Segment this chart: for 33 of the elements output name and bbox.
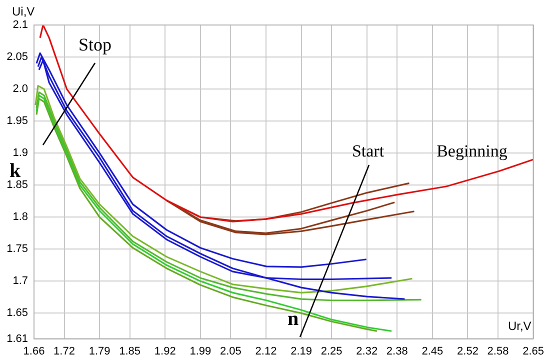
x-tick-label: 2.12	[255, 345, 277, 358]
x-tick-label: 2.05	[220, 345, 242, 358]
annotation: n	[287, 308, 299, 330]
y-tick-label: 2.05	[6, 51, 28, 64]
x-tick-label: 1.66	[23, 345, 45, 358]
y-tick-label: 1.65	[6, 307, 28, 320]
x-tick-label: 2.65	[522, 345, 544, 358]
x-tick-label: 2.58	[487, 345, 509, 358]
x-tick-label: 2.25	[320, 345, 342, 358]
x-tick-label: 2.38	[386, 345, 408, 358]
annotation: Stop	[78, 34, 112, 55]
x-tick-label: 2.45	[422, 345, 444, 358]
y-tick-label: 1.85	[6, 179, 28, 192]
y-tick-label: 1.75	[6, 243, 28, 256]
x-tick-label: 2.19	[290, 345, 312, 358]
x-tick-label: 2.52	[457, 345, 478, 358]
x-tick-label: 1.92	[154, 345, 176, 358]
annotation: Beginning	[436, 141, 508, 160]
x-tick-label: 1.79	[88, 345, 110, 358]
x-tick-label: 1.72	[54, 345, 75, 358]
y-tick-label: 1.9	[12, 147, 28, 160]
y-axis-title: Ui,V	[12, 4, 35, 18]
x-tick-label: 1.85	[119, 345, 141, 358]
x-tick-label: 2.32	[356, 345, 378, 358]
y-tick-label: 1.61	[6, 332, 28, 345]
annotation: Start	[352, 141, 384, 160]
y-tick-label: 1.7	[12, 275, 28, 288]
y-tick-label: 2.0	[12, 83, 28, 96]
y-tick-label: 2.1	[12, 19, 28, 32]
x-tick-label: 1.99	[190, 345, 212, 358]
y-tick-label: 1.8	[12, 211, 28, 224]
y-tick-label: 1.95	[6, 115, 28, 128]
x-axis-title: Ur,V	[508, 319, 532, 334]
